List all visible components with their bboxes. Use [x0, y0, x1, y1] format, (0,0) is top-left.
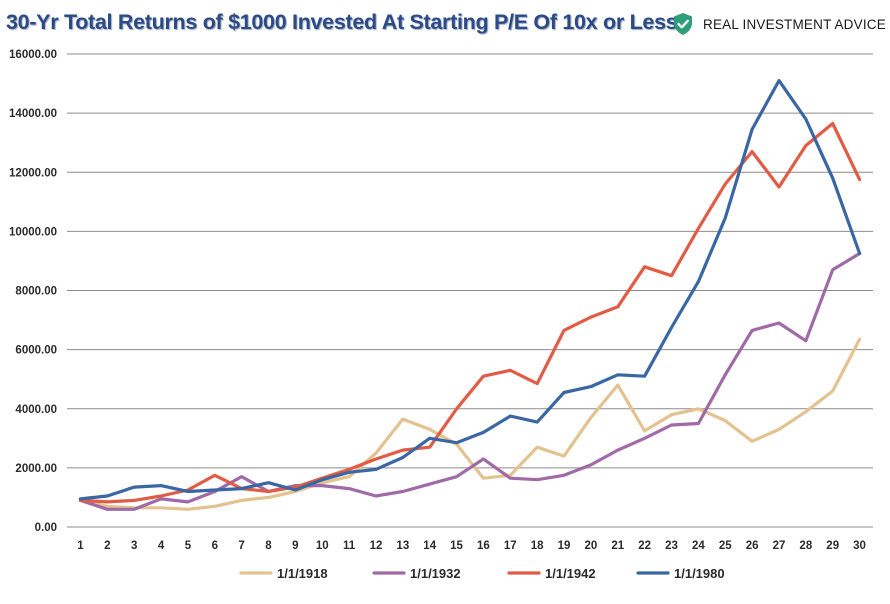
y-tick-label: 14000.00	[9, 108, 57, 120]
series-line-4	[78, 78, 862, 501]
series-lines	[78, 78, 862, 511]
x-tick-label: 19	[558, 540, 571, 552]
x-tick-label: 6	[212, 540, 218, 552]
y-tick-label: 16000.00	[9, 49, 57, 61]
x-tick-label: 16	[477, 540, 490, 552]
x-tick-label: 7	[238, 540, 244, 552]
legend-label: 1/1/1980	[674, 566, 725, 581]
x-tick-label: 10	[316, 540, 329, 552]
x-tick-label: 23	[665, 540, 678, 552]
x-tick-label: 3	[131, 540, 137, 552]
x-tick-label: 21	[611, 540, 624, 552]
x-tick-label: 9	[292, 540, 298, 552]
x-tick-label: 17	[504, 540, 517, 552]
x-tick-label: 15	[450, 540, 463, 552]
y-tick-label: 4000.00	[15, 404, 57, 416]
y-axis-ticks: 0.00 2000.00 4000.00 6000.00 8000.00 10000.00…	[9, 49, 57, 534]
x-tick-label: 12	[370, 540, 383, 552]
x-tick-label: 4	[158, 540, 165, 552]
y-tick-label: 8000.00	[15, 286, 57, 298]
x-tick-label: 25	[719, 540, 732, 552]
series-line-3	[78, 121, 862, 504]
x-tick-label: 14	[423, 540, 436, 552]
series-line-2	[78, 251, 862, 511]
x-tick-label: 5	[185, 540, 192, 552]
x-tick-label: 30	[853, 540, 866, 552]
x-tick-label: 20	[585, 540, 598, 552]
y-tick-label: 6000.00	[15, 345, 57, 357]
shield-check-icon	[674, 13, 692, 35]
gridlines	[67, 53, 873, 469]
x-tick-label: 26	[746, 540, 759, 552]
legend-label: 1/1/1942	[545, 566, 596, 581]
x-tick-label: 18	[531, 540, 544, 552]
legend: 1/1/1918 1/1/1932 1/1/1942 1/1/1980	[239, 566, 725, 581]
x-tick-label: 1	[77, 540, 84, 552]
chart-title: 30-Yr Total Returns of $1000 Invested At…	[6, 10, 678, 34]
y-tick-label: 12000.00	[9, 167, 57, 179]
legend-label: 1/1/1918	[277, 566, 328, 581]
x-tick-label: 28	[799, 540, 812, 552]
y-tick-label: 2000.00	[15, 463, 57, 475]
x-tick-label: 11	[343, 540, 356, 552]
y-tick-label: 0.00	[35, 522, 57, 534]
x-tick-label: 2	[104, 540, 110, 552]
x-tick-label: 24	[692, 540, 705, 552]
x-tick-label: 22	[638, 540, 651, 552]
x-tick-label: 8	[265, 540, 272, 552]
series-line-1	[78, 337, 862, 511]
x-tick-label: 27	[773, 540, 786, 552]
brand-logo: REAL INVESTMENT ADVICE	[672, 12, 886, 36]
legend-label: 1/1/1932	[410, 566, 461, 581]
x-axis-ticks: 1 2 3 4 5 6 7 8 9 10 11 12 13 14 15 16 17 18 19 20 21 22 23 24 2…	[77, 540, 866, 552]
x-tick-label: 29	[826, 540, 839, 552]
x-tick-label: 13	[396, 540, 409, 552]
brand-name: REAL INVESTMENT ADVICE	[703, 16, 886, 32]
y-tick-label: 10000.00	[9, 226, 57, 238]
